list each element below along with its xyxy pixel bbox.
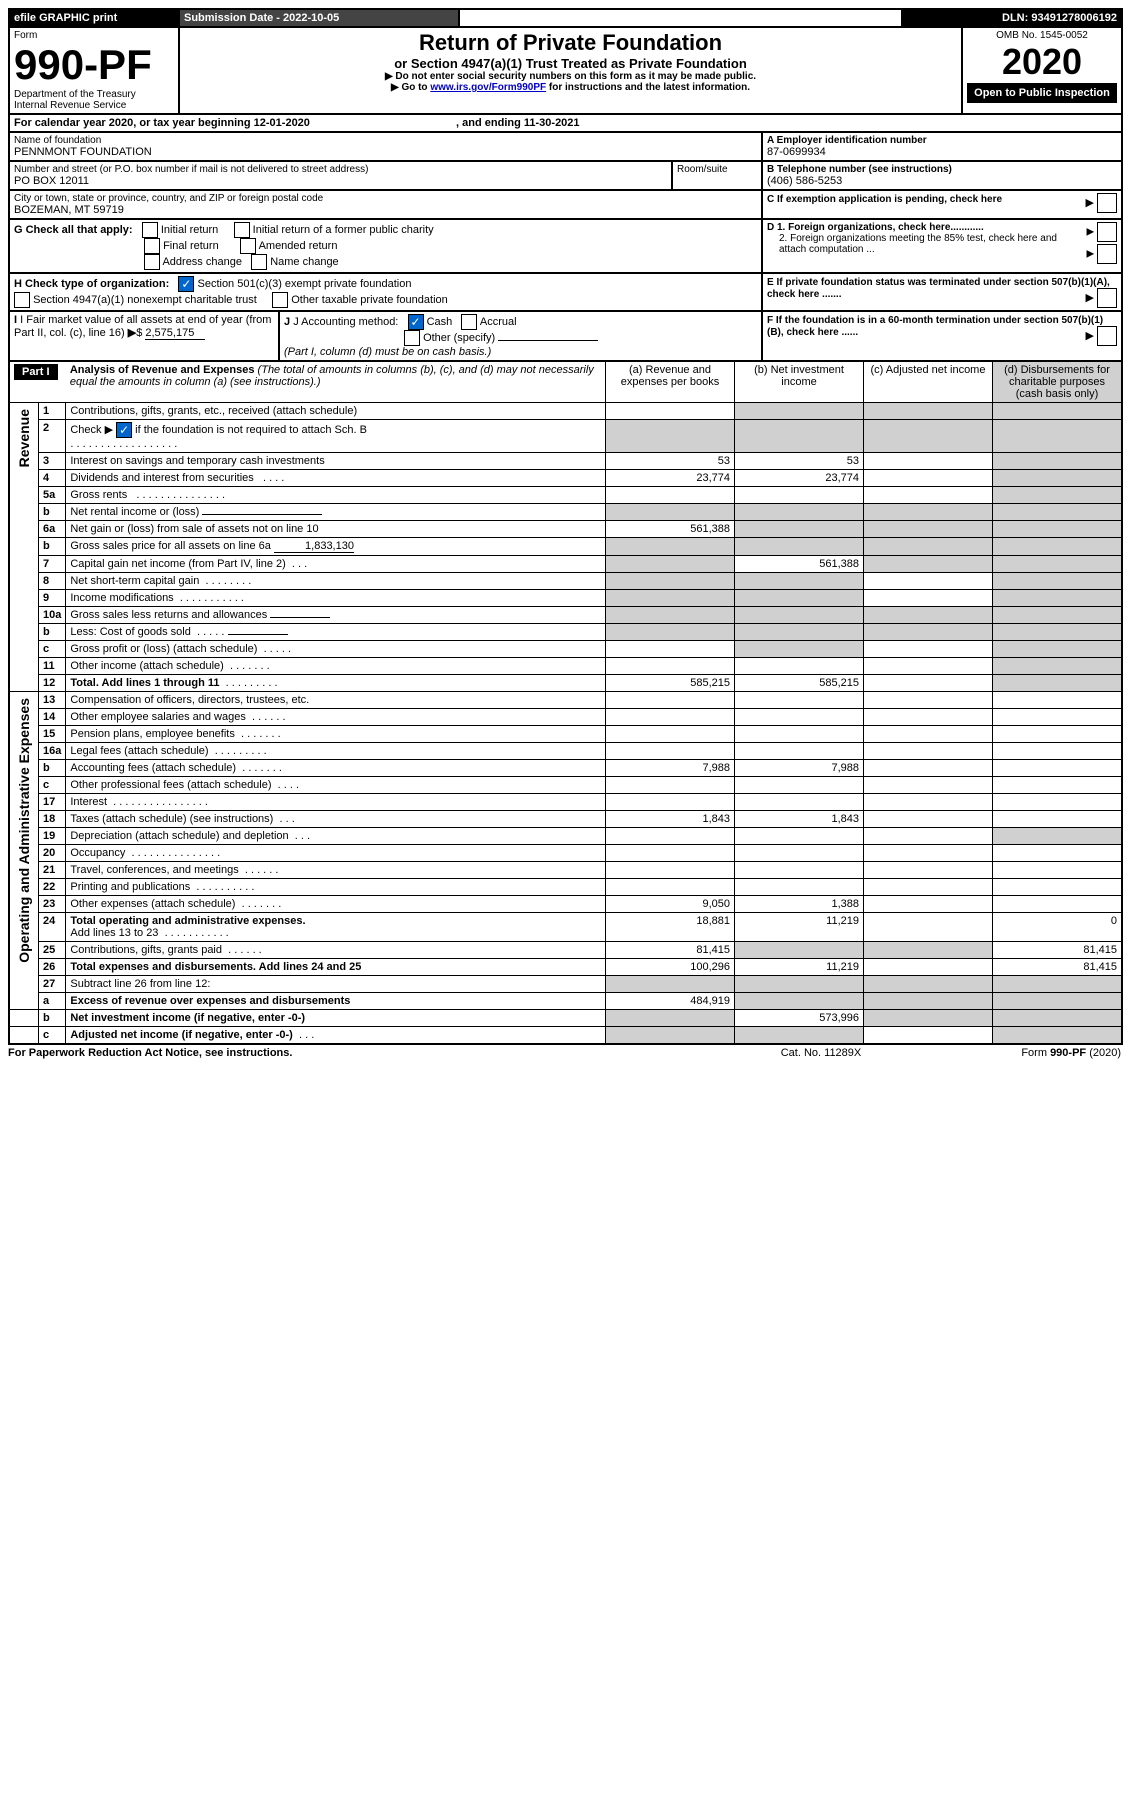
i-label: I Fair market value of all assets at end… <box>14 314 271 339</box>
tax-year: 2020 <box>967 41 1117 83</box>
note-goto: ▶ Go to www.irs.gov/Form990PF for instru… <box>184 82 957 93</box>
d1-label: D 1. Foreign organizations, check here..… <box>767 222 984 233</box>
phone-label: B Telephone number (see instructions) <box>767 164 1117 175</box>
submission-date: Submission Date - 2022-10-05 <box>179 9 459 27</box>
open-public: Open to Public Inspection <box>967 83 1117 103</box>
col-d: (d) Disbursements for charitable purpose… <box>993 362 1122 403</box>
ein-label: A Employer identification number <box>767 135 1117 146</box>
footer-left: For Paperwork Reduction Act Notice, see … <box>8 1047 721 1059</box>
ending-date: , and ending 11-30-2021 <box>456 117 580 129</box>
foundation-name: PENNMONT FOUNDATION <box>14 146 757 158</box>
efile-label: efile GRAPHIC print <box>9 9 179 27</box>
g-amended-checkbox[interactable] <box>240 238 256 254</box>
city-value: BOZEMAN, MT 59719 <box>14 204 757 216</box>
g-final-checkbox[interactable] <box>144 238 160 254</box>
h-other-checkbox[interactable] <box>272 292 288 308</box>
col-c: (c) Adjusted net income <box>864 362 993 403</box>
street-value: PO BOX 12011 <box>14 175 667 187</box>
g-label: G Check all that apply: <box>14 224 133 236</box>
d2-label: 2. Foreign organizations meeting the 85%… <box>779 233 1057 255</box>
dept-label: Department of the Treasury <box>14 89 174 100</box>
f-checkbox[interactable] <box>1097 326 1117 346</box>
d1-checkbox[interactable] <box>1097 222 1117 242</box>
street-label: Number and street (or P.O. box number if… <box>14 164 667 175</box>
h-501c3-checkbox[interactable]: ✓ <box>178 276 194 292</box>
city-label: City or town, state or province, country… <box>14 193 757 204</box>
part1-table: Part I Analysis of Revenue and Expenses … <box>9 361 1122 1044</box>
name-label: Name of foundation <box>14 135 757 146</box>
g-address-checkbox[interactable] <box>144 254 160 270</box>
i-value: 2,575,175 <box>145 327 205 340</box>
note-ssn: ▶ Do not enter social security numbers o… <box>184 71 957 82</box>
title-block: Form 990-PF Department of the Treasury I… <box>9 27 1122 114</box>
schb-checkbox[interactable]: ✓ <box>116 422 132 438</box>
room-label: Room/suite <box>677 164 757 175</box>
footer-right: Form 990-PF (2020) <box>921 1047 1121 1059</box>
d2-checkbox[interactable] <box>1097 244 1117 264</box>
part1-title: Analysis of Revenue and Expenses <box>70 364 255 376</box>
form-subtitle: or Section 4947(a)(1) Trust Treated as P… <box>184 56 957 71</box>
dln-label: DLN: 93491278006192 <box>902 9 1122 27</box>
j-other-checkbox[interactable] <box>404 330 420 346</box>
part1-label: Part I <box>14 364 58 380</box>
g-initial-pub-checkbox[interactable] <box>234 222 250 238</box>
j-accrual-checkbox[interactable] <box>461 314 477 330</box>
form-number: 990-PF <box>14 41 174 89</box>
irs-link[interactable]: www.irs.gov/Form990PF <box>430 82 546 93</box>
g-name-checkbox[interactable] <box>251 254 267 270</box>
revenue-label: Revenue <box>14 405 34 471</box>
efile-header: efile GRAPHIC print Submission Date - 20… <box>9 9 1122 27</box>
e-checkbox[interactable] <box>1097 288 1117 308</box>
phone-value: (406) 586-5253 <box>767 175 1117 187</box>
h-4947-checkbox[interactable] <box>14 292 30 308</box>
j-cash-checkbox[interactable]: ✓ <box>408 314 424 330</box>
c-label: C If exemption application is pending, c… <box>767 194 1002 205</box>
col-b: (b) Net investment income <box>735 362 864 403</box>
ein-value: 87-0699934 <box>767 146 1117 158</box>
expenses-label: Operating and Administrative Expenses <box>14 694 34 967</box>
g-initial-checkbox[interactable] <box>142 222 158 238</box>
h-label: H Check type of organization: <box>14 278 169 290</box>
form-title: Return of Private Foundation <box>184 30 957 56</box>
f-label: F If the foundation is in a 60-month ter… <box>767 315 1103 338</box>
irs-label: Internal Revenue Service <box>14 100 174 111</box>
footer-mid: Cat. No. 11289X <box>721 1047 921 1059</box>
form-word: Form <box>14 30 174 41</box>
col-a: (a) Revenue and expenses per books <box>606 362 735 403</box>
j-note: (Part I, column (d) must be on cash basi… <box>284 346 757 358</box>
e-label: E If private foundation status was termi… <box>767 277 1110 300</box>
omb-label: OMB No. 1545-0052 <box>967 30 1117 41</box>
c-checkbox[interactable] <box>1097 193 1117 213</box>
form-container: efile GRAPHIC print Submission Date - 20… <box>8 8 1123 1045</box>
calendar-year: For calendar year 2020, or tax year begi… <box>14 117 310 129</box>
